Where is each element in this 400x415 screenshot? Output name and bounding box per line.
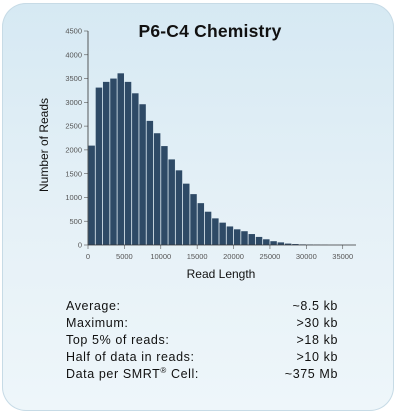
stat-row-average: Average: ~8.5 kb [66, 298, 338, 315]
y-tick-label: 4500 [65, 27, 82, 36]
histogram-bar [95, 87, 103, 245]
stat-label: Average: [66, 299, 121, 313]
histogram-bar [190, 194, 197, 245]
chart-title: P6-C4 Chemistry [138, 21, 282, 41]
registered-mark: ® [160, 365, 167, 375]
histogram-bar [153, 133, 161, 245]
histogram-bar [204, 211, 212, 245]
histogram-bar [183, 183, 190, 245]
histogram-bar [248, 234, 255, 245]
stat-value: ~8.5 kb [292, 299, 338, 313]
y-tick-label: 4000 [65, 50, 82, 59]
stat-row-half-data: Half of data in reads: >10 kb [66, 349, 338, 366]
histogram-bar [226, 226, 234, 245]
histogram-bar [212, 218, 219, 245]
stat-value: >30 kb [296, 316, 338, 330]
stat-value: >18 kb [296, 333, 338, 347]
x-tick-label: 5000 [116, 252, 133, 261]
histogram-bar [233, 229, 241, 245]
stat-value: >10 kb [296, 350, 338, 364]
x-tick-label: 15000 [187, 252, 208, 261]
histogram-bar [292, 244, 299, 245]
histogram-bar [124, 81, 132, 245]
histogram-bar [284, 243, 292, 245]
histogram-bar [88, 145, 95, 245]
stat-row-top5: Top 5% of reads: >18 kb [66, 332, 338, 349]
x-tick-label: 0 [86, 252, 90, 261]
y-tick-label: 3000 [65, 98, 82, 107]
stat-row-data-per-cell: Data per SMRT® Cell: ~375 Mb [66, 366, 338, 383]
histogram-bar [197, 203, 205, 245]
histogram-bar [277, 242, 285, 245]
histogram-bar [241, 231, 248, 245]
y-tick-label: 0 [78, 241, 82, 250]
y-tick-label: 1500 [65, 169, 82, 178]
y-tick-label: 3500 [65, 74, 82, 83]
y-axis-label: Number of Reads [37, 98, 51, 192]
histogram-bar [117, 73, 124, 245]
histogram-bar [175, 170, 183, 245]
histogram-bar [263, 239, 270, 245]
x-tick-label: 30000 [296, 252, 317, 261]
histogram-bar [146, 120, 154, 245]
stat-label: Maximum: [66, 316, 129, 330]
histogram-chart: 0 500 1000 1500 2000 2500 3000 3500 4000 4500 0 50… [37, 27, 356, 281]
stat-label: Top 5% of reads: [66, 333, 170, 347]
histogram-bar [270, 241, 277, 245]
x-tick-label: 35000 [332, 252, 353, 261]
y-tick-label: 500 [69, 217, 82, 226]
x-tick-label: 10000 [150, 252, 171, 261]
stat-row-maximum: Maximum: >30 kb [66, 315, 338, 332]
histogram-bar [168, 159, 175, 245]
histogram-bar [102, 81, 110, 245]
y-tick-label: 1000 [65, 193, 82, 202]
y-tick-label: 2000 [65, 145, 82, 154]
histogram-bars [88, 73, 328, 246]
y-axis-ticks: 0 500 1000 1500 2000 2500 3000 3500 4000 4500 [65, 27, 88, 250]
x-tick-label: 20000 [223, 252, 244, 261]
y-tick-label: 2500 [65, 122, 82, 131]
stats-table: Average: ~8.5 kb Maximum: >30 kb Top 5% … [66, 298, 338, 383]
histogram-bar [139, 104, 146, 246]
histogram-bar [255, 236, 263, 245]
stat-label: Data per SMRT® Cell: [66, 365, 199, 381]
x-tick-label: 25000 [260, 252, 281, 261]
x-axis-ticks: 0 5000 10000 15000 20000 25000 30000 35000 [86, 245, 353, 261]
histogram-bar [110, 78, 117, 245]
x-axis-label: Read Length [187, 267, 256, 281]
stat-value: ~375 Mb [284, 367, 338, 381]
histogram-bar [219, 222, 226, 245]
histogram-bar [132, 93, 139, 245]
stat-label: Half of data in reads: [66, 350, 195, 364]
histogram-bar [161, 146, 168, 245]
